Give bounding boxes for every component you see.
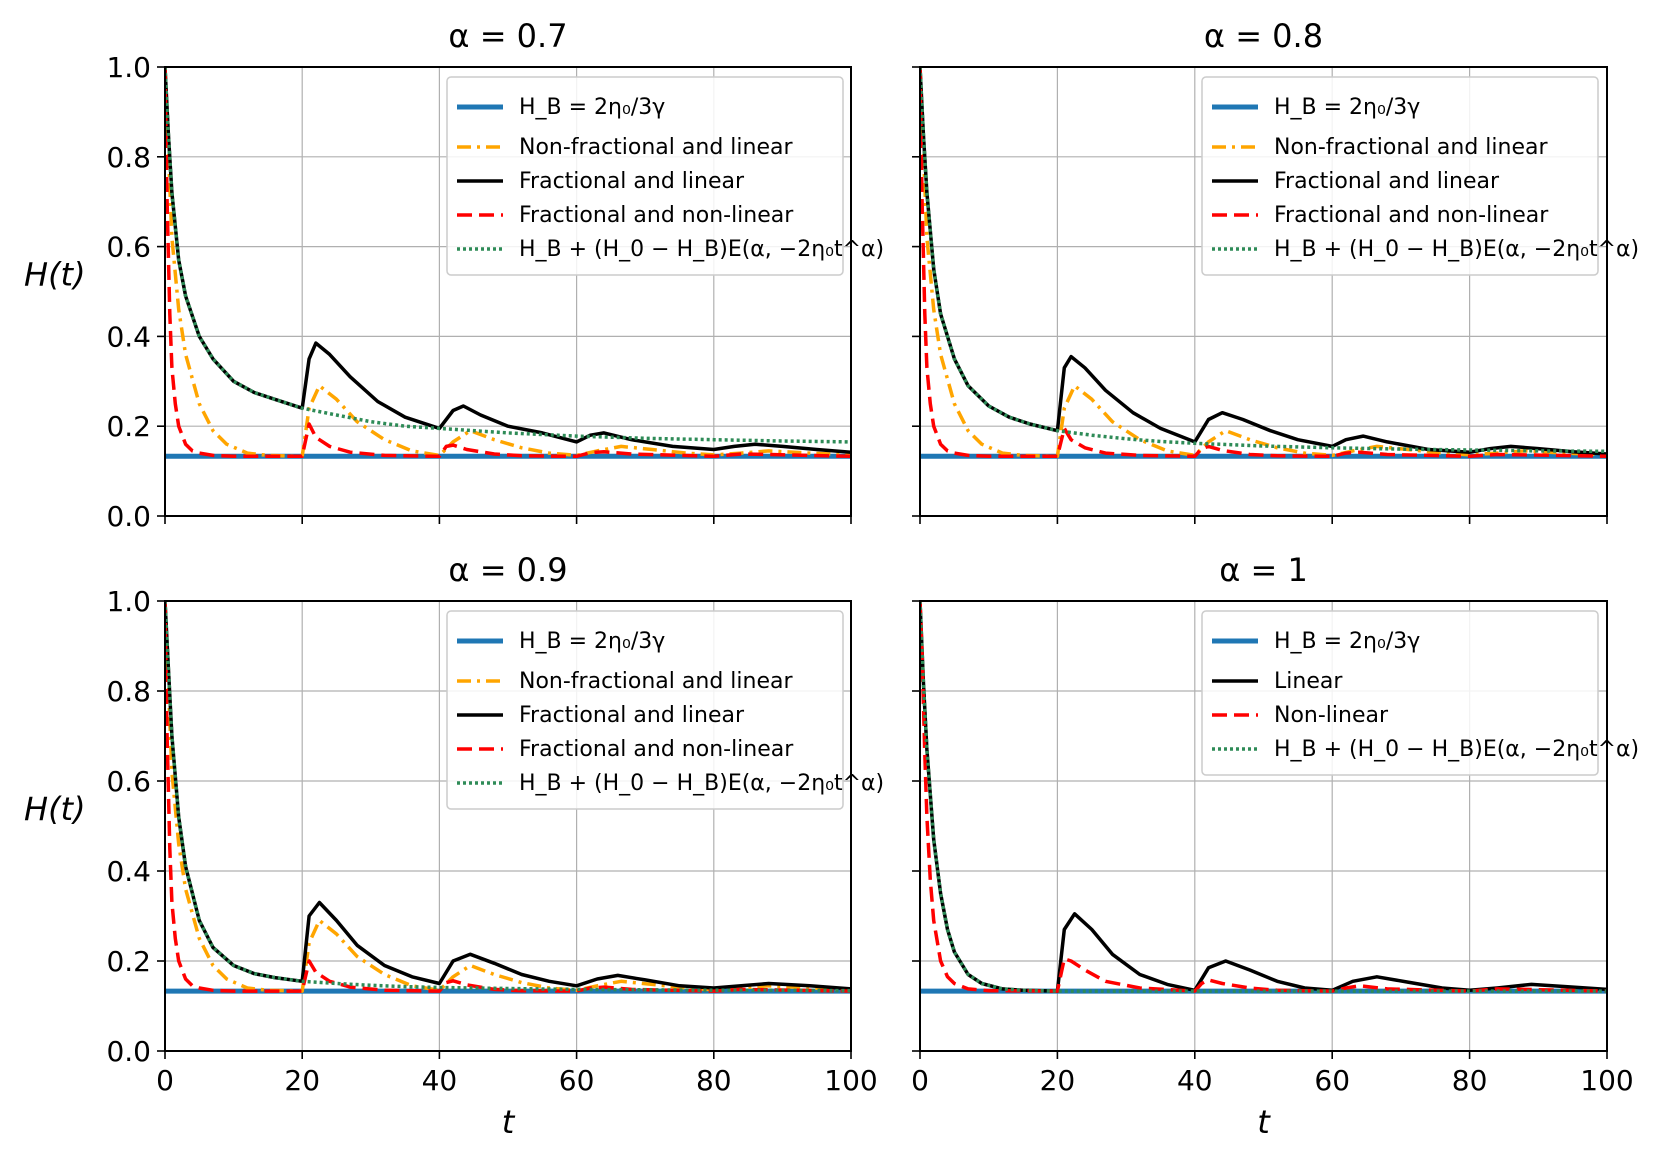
legend-label-hb: H_B = 2η₀/3γ: [519, 629, 665, 654]
legend-label-ml: H_B + (H_0 − H_B)E(α, −2η₀t^α): [519, 237, 884, 262]
legend: H_B = 2η₀/3γ Linear Non-linear H_B + (H_0 −…: [1201, 610, 1639, 776]
series-line-fnl: [165, 67, 851, 459]
x-axis-label: t: [1257, 1103, 1271, 1141]
legend-label-fnl: Non-linear: [1274, 703, 1389, 728]
x-tick-label: 80: [1452, 1064, 1488, 1097]
y-tick-label: 0.8: [106, 675, 151, 708]
x-tick-label: 20: [284, 1064, 320, 1097]
series-line-nfl: [165, 67, 851, 459]
y-tick-label: 0.2: [106, 945, 151, 978]
x-tick-label: 60: [559, 1064, 595, 1097]
axes-frame: [919, 600, 1608, 1052]
subplot-title: α = 0.7: [448, 17, 567, 55]
x-tick-label: 100: [824, 1064, 877, 1097]
legend: H_B = 2η₀/3γ Non-fractional and linear Fra…: [1201, 76, 1639, 276]
series-line-fl: [920, 601, 1607, 993]
ticks: 0.0 0.2 0.4 0.6 0.8 1.0: [106, 51, 852, 533]
subplot-title: α = 0.8: [1204, 17, 1323, 55]
axes-frame: [164, 66, 852, 517]
y-axis-label: H(t): [24, 256, 86, 294]
x-axis-label: t: [502, 1103, 516, 1141]
series-line-fl: [920, 67, 1607, 456]
legend: H_B = 2η₀/3γ Non-fractional and linear Fra…: [446, 76, 884, 276]
legend-label-fl: Linear: [1274, 669, 1343, 694]
x-tick-label: 0: [156, 1064, 174, 1097]
x-tick-label: 0: [911, 1064, 929, 1097]
series-group: [165, 601, 851, 994]
y-tick-label: 0.0: [106, 500, 151, 533]
legend-label-hb: H_B = 2η₀/3γ: [1274, 629, 1420, 654]
series-line-fnl: [920, 601, 1607, 993]
series-line-ml: [165, 67, 851, 444]
legend-box: [446, 76, 844, 276]
legend-label-ml: H_B + (H_0 − H_B)E(α, −2η₀t^α): [1274, 737, 1639, 762]
y-tick-label: 1.0: [106, 51, 151, 84]
series-line-ml: [165, 601, 851, 993]
subplot-title: α = 1: [1219, 551, 1308, 589]
series-line-ml: [920, 601, 1607, 993]
y-tick-label: 0.2: [106, 410, 151, 443]
series-group: [920, 601, 1607, 994]
series-group: [165, 67, 851, 459]
y-tick-label: 0.8: [106, 141, 151, 174]
legend-box: [1201, 610, 1599, 776]
legend-box: [1201, 76, 1599, 276]
x-tick-label: 100: [1580, 1064, 1633, 1097]
series-line-fl: [165, 67, 851, 454]
legend-label-nfl: Non-fractional and linear: [519, 669, 793, 694]
axes-frame: [164, 600, 852, 1052]
subplot-1: 0.0 0.2 0.4 0.6 0.8 1.0 α = 0.7 H(t) H_B = 2η₀/3…: [24, 17, 884, 533]
legend-box: [446, 610, 844, 810]
series-line-fnl: [165, 601, 851, 993]
legend-label-ml: H_B + (H_0 − H_B)E(α, −2η₀t^α): [519, 771, 884, 796]
legend-label-hb: H_B = 2η₀/3γ: [1274, 95, 1420, 120]
subplot-2: α = 0.8 H_B = 2η₀/3γ Non-fractional and li…: [912, 17, 1639, 524]
y-axis-label: H(t): [24, 790, 86, 828]
legend-label-fnl: Fractional and non-linear: [519, 737, 794, 762]
y-tick-label: 0.6: [106, 231, 151, 264]
legend-label-fnl: Fractional and non-linear: [519, 203, 794, 228]
series-line-nfl: [920, 67, 1607, 459]
axes-frame: [919, 66, 1608, 517]
legend-label-fl: Fractional and linear: [519, 703, 745, 728]
subplot-4: 0 20 40 60 80 100 α = 1 t H_B = 2η₀/3γ Linear Non-…: [911, 551, 1639, 1141]
y-tick-label: 0.6: [106, 765, 151, 798]
x-tick-label: 40: [422, 1064, 458, 1097]
ticks: 0 20 40 60 80 100 0.0 0.2 0.4 0.6 0.8 1.0: [106, 585, 877, 1097]
legend-label-fl: Fractional and linear: [1274, 169, 1500, 194]
x-tick-label: 40: [1177, 1064, 1213, 1097]
x-tick-label: 60: [1314, 1064, 1350, 1097]
legend-label-nfl: Non-fractional and linear: [519, 135, 793, 160]
y-tick-label: 1.0: [106, 585, 151, 618]
x-tick-label: 20: [1040, 1064, 1076, 1097]
legend-label-hb: H_B = 2η₀/3γ: [519, 95, 665, 120]
legend: H_B = 2η₀/3γ Non-fractional and linear Fra…: [446, 610, 884, 810]
series-line-fnl: [920, 67, 1607, 459]
subplot-3: 0 20 40 60 80 100 0.0 0.2 0.4 0.6 0.8 1.0 α = 0.9 H(t…: [24, 551, 884, 1141]
series-line-ml: [920, 67, 1607, 454]
legend-label-fl: Fractional and linear: [519, 169, 745, 194]
subplot-title: α = 0.9: [448, 551, 567, 589]
x-tick-label: 80: [696, 1064, 732, 1097]
ticks: 0 20 40 60 80 100: [911, 600, 1634, 1097]
y-tick-label: 0.4: [106, 855, 151, 888]
ticks: [912, 66, 1608, 524]
series-group: [920, 67, 1607, 459]
legend-label-ml: H_B + (H_0 − H_B)E(α, −2η₀t^α): [1274, 237, 1639, 262]
legend-label-fnl: Fractional and non-linear: [1274, 203, 1549, 228]
y-tick-label: 0.0: [106, 1035, 151, 1068]
y-tick-label: 0.4: [106, 320, 151, 353]
legend-label-nfl: Non-fractional and linear: [1274, 135, 1548, 160]
